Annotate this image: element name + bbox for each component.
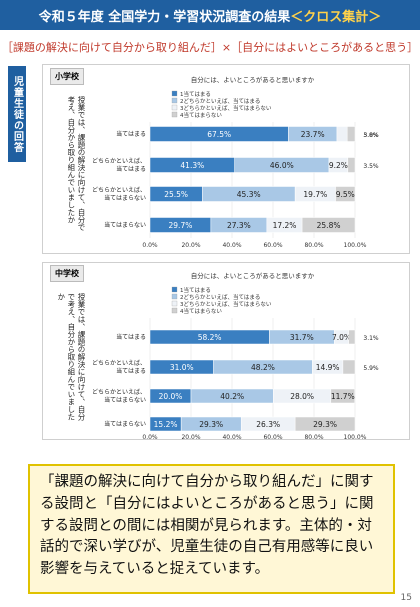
school-tag-elementary: 小学校	[50, 68, 84, 85]
respondent-label: 児童生徒の回答	[8, 66, 26, 162]
header-title: 令和５年度 全国学力・学習状況調査の結果	[38, 9, 291, 25]
page-header: 令和５年度 全国学力・学習状況調査の結果 ＜クロス集計＞	[0, 0, 420, 30]
school-tag-junior-high: 中学校	[50, 265, 84, 282]
summary-box: 「課題の解決に向けて自分から取り組んだ」に関する設問と「自分にはよいところがある…	[28, 464, 395, 594]
header-title-accent: ＜クロス集計＞	[290, 9, 382, 25]
chart-elementary-frame	[42, 64, 410, 254]
question-text-junior-high: 授業では、課題の解決に向けて、自分で考え、自分から取り組んでいましたか	[56, 293, 86, 421]
page-subtitle: ［課題の解決に向けて自分から取り組んだ］×［自分にはよいところがあると思う］	[1, 41, 419, 54]
chart-junior-high-frame	[42, 262, 410, 440]
question-text-elementary: 授業では、課題の解決に向けて、自分で考え、自分から取り組んでいましたか	[66, 96, 86, 231]
page-number: 15	[400, 593, 412, 603]
